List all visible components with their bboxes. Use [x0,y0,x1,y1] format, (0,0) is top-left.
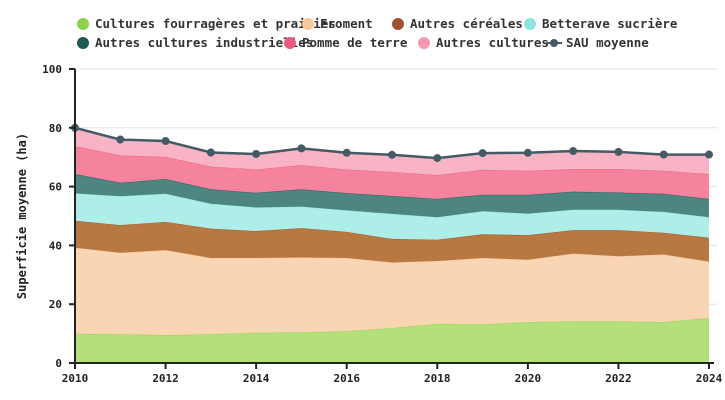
svg-text:2020: 2020 [515,372,542,385]
legend-label: Autres céréales [410,16,523,31]
sau-point[interactable] [705,150,713,159]
legend-item-autres-cereales[interactable]: Autres céréales [392,16,523,31]
legend-item-froment[interactable]: Froment [302,16,373,31]
area-layer-3 [75,193,709,240]
legend-label: Betterave sucrière [542,16,678,31]
sau-point[interactable] [388,150,396,159]
sau-point[interactable] [252,149,261,158]
svg-text:20: 20 [49,298,62,311]
legend-item-pomme-de-terre[interactable]: Pomme de terre [284,35,407,50]
sau-point[interactable] [614,147,623,156]
sau-line [71,123,713,163]
legend-item-autres-industrielles[interactable]: Autres cultures industrielles [77,35,313,50]
y-axis-title: Superficie moyenne (ha) [15,133,29,299]
axes: 0 20 40 60 80 100 2010 2012 2014 2016 2018 2020 2022… [42,63,722,385]
legend-item-fourrageres[interactable]: Cultures fourragères et prairies [77,16,336,31]
area-layer-5 [75,146,709,199]
sau-point[interactable] [478,149,487,158]
svg-text:40: 40 [49,239,62,252]
area-layer-6 [75,127,709,176]
svg-text:2016: 2016 [333,372,360,385]
sau-point[interactable] [297,144,306,153]
legend-dot-icon [418,36,430,49]
sau-point[interactable] [523,148,532,157]
legend-dot-icon [284,36,296,49]
legend-label: Froment [320,16,373,31]
legend-dot-icon [524,17,536,30]
legend-dot-icon [392,17,404,30]
legend-label: Pomme de terre [302,35,408,50]
area-layer-1 [75,247,709,336]
sau-point[interactable] [206,148,215,157]
svg-text:60: 60 [49,181,62,194]
legend-item-autres-cultures[interactable]: Autres cultures [418,35,549,50]
svg-text:80: 80 [49,122,62,135]
area-layers [74,127,710,363]
sau-point[interactable] [569,147,578,156]
svg-text:2022: 2022 [605,372,632,385]
svg-text:0: 0 [55,357,62,370]
svg-text:2014: 2014 [243,372,270,385]
legend-item-sau-moyenne[interactable]: SAU moyenne [546,35,649,50]
svg-text:100: 100 [42,63,62,76]
area-layer-4 [75,174,709,218]
chart-legend: Cultures fourragères et prairies Froment… [0,0,725,56]
svg-text:2018: 2018 [424,372,451,385]
legend-dot-icon [77,17,89,30]
legend-dot-icon [302,17,314,30]
legend-item-betterave[interactable]: Betterave sucrière [524,16,677,31]
sau-point[interactable] [161,137,170,146]
legend-label: Autres cultures [436,35,549,50]
legend-dot-icon [77,36,89,49]
svg-text:2012: 2012 [152,372,179,385]
legend-line-marker-icon [546,37,562,49]
sau-point[interactable] [659,150,668,159]
legend-label: Autres cultures industrielles [95,35,314,50]
area-layer-2 [75,220,709,263]
svg-text:2010: 2010 [62,372,89,385]
sau-point[interactable] [433,154,442,163]
sau-point[interactable] [116,135,125,144]
area-layer-0 [75,318,709,363]
legend-label: SAU moyenne [566,35,649,50]
legend-label: Cultures fourragères et prairies [95,16,336,31]
svg-text:2024: 2024 [696,372,723,385]
sau-point[interactable] [342,148,351,157]
